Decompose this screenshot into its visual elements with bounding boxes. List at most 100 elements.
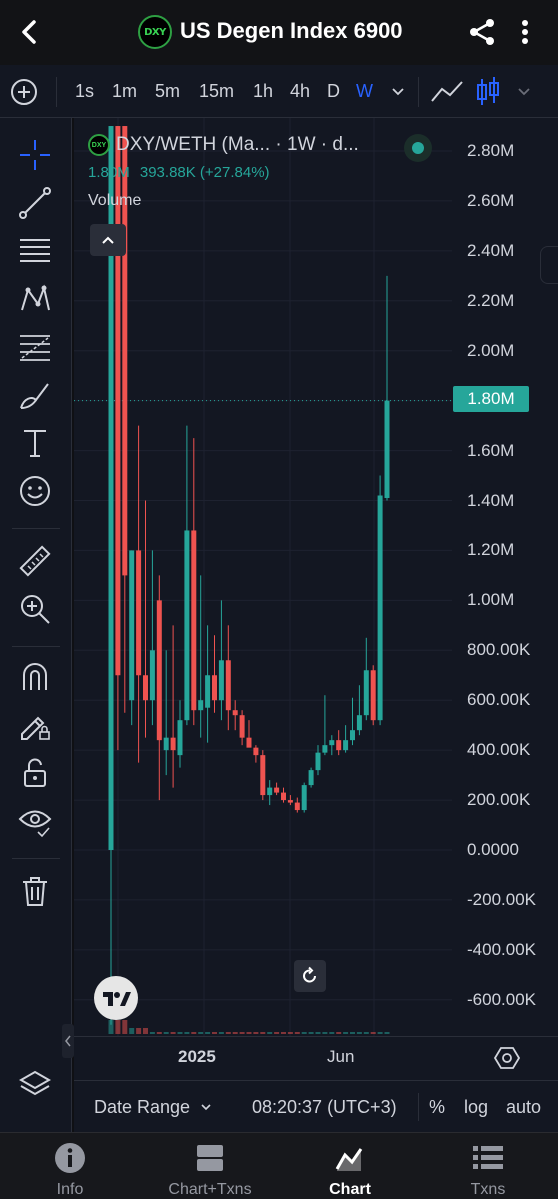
price-chart[interactable]: DXY DXY/WETH (Ma... · 1W · d... 1.80M 39… [74,118,558,1132]
volume-bar [191,1032,197,1034]
candle-body [315,752,321,771]
interval-toolbar: 1s 1m 5m 15m 1h 4h D W [0,65,558,118]
price-axis-label: 0.0000 [467,840,519,859]
unlock-icon[interactable] [16,754,54,792]
legend-symbol[interactable]: DXY/WETH (Ma... · 1W · d... [116,134,359,155]
share-icon[interactable] [466,16,498,48]
chevron-down-icon[interactable] [198,1099,214,1115]
magnet-icon[interactable] [16,658,54,696]
candle-body [177,720,183,756]
toolbar-collapse-handle[interactable] [62,1024,74,1058]
interval-5m[interactable]: 5m [155,81,181,101]
interval-1h[interactable]: 1h [253,81,274,101]
volume-bar [149,1032,155,1034]
lock-drawing-icon[interactable] [16,706,54,744]
emoji-icon[interactable] [16,472,54,510]
eye-icon[interactable] [16,802,54,840]
candle-body [363,670,369,716]
pattern-icon[interactable] [16,280,54,318]
volume-bar [384,1032,390,1034]
volume-bar [308,1032,314,1034]
candle-body [343,740,349,751]
back-arrow-icon[interactable] [12,14,48,50]
crosshair-icon[interactable] [16,136,54,174]
trash-icon[interactable] [16,872,54,910]
reset-chart-icon[interactable] [294,960,326,992]
volume-bar [136,1028,142,1034]
price-axis-label: 2.40M [467,240,515,260]
candlestick-chart-icon[interactable] [476,75,500,109]
trend-line-icon[interactable] [16,184,54,222]
price-axis-label: -200.00K [467,889,536,909]
candlestick-plot[interactable] [74,118,558,1036]
chevron-up-icon[interactable] [90,224,126,256]
volume-bar [198,1032,204,1034]
volume-bar [225,1032,231,1034]
time-axis[interactable]: 2025 Jun [74,1036,558,1080]
price-axis-handle[interactable] [540,246,558,284]
price-axis-label: 2.80M [467,141,515,160]
volume-bar [315,1032,321,1034]
candle-body [336,740,342,751]
candle-body [377,495,383,721]
percent-scale-toggle[interactable]: % [429,1097,446,1117]
nav-item-info[interactable]: Info [0,1133,140,1199]
candle-body [156,600,162,741]
nav-item-chart[interactable]: Chart [280,1133,420,1199]
date-range-button[interactable]: Date Range [94,1097,191,1117]
log-scale-toggle[interactable]: log [464,1097,489,1117]
volume-bar [294,1032,300,1034]
price-axis-label: -600.00K [467,989,536,1009]
layers-icon[interactable] [16,1066,54,1104]
date-range-bar: Date Range 08:20:37 (UTC+3) % log auto [74,1080,558,1132]
token-logo: DXY [138,15,172,49]
interval-w[interactable]: W [356,81,373,101]
tradingview-logo-icon[interactable] [94,976,138,1020]
text-icon[interactable] [16,424,54,462]
top-app-bar: DXY US Degen Index 6900 [0,0,558,65]
volume-bar [212,1032,217,1034]
ruler-icon[interactable] [16,542,54,580]
fib-retracement-icon[interactable] [16,328,54,366]
legend-volume[interactable]: Volume [88,192,142,209]
candle-body [149,650,155,701]
chart-settings-icon[interactable] [493,1045,521,1071]
legend-logo-text: DXY [91,141,107,149]
divider [418,1093,419,1121]
volume-bar [274,1032,280,1034]
nav-label-chart-txns: Chart+Txns [168,1181,252,1198]
candle-body [136,550,142,676]
candle-body [370,670,376,721]
interval-15m[interactable]: 15m [199,81,235,101]
nav-label-chart: Chart [329,1181,371,1198]
chevron-down-icon[interactable] [514,81,534,101]
chevron-down-icon[interactable] [388,81,408,101]
volume-bar [253,1032,259,1034]
line-chart-icon[interactable] [430,79,464,105]
candle-body [170,737,176,751]
interval-4h[interactable]: 4h [290,81,311,101]
zoom-in-icon[interactable] [16,590,54,628]
interval-1s[interactable]: 1s [75,81,95,101]
nav-item-chart-txns[interactable]: Chart+Txns [140,1133,280,1199]
volume-bar [115,1020,121,1034]
horizontal-lines-icon[interactable] [16,232,54,270]
volume-bar [177,1032,183,1034]
candle-body [301,785,307,811]
more-vertical-icon[interactable] [514,16,536,48]
info-icon [53,1143,87,1173]
timezone-clock[interactable]: 08:20:37 (UTC+3) [252,1097,397,1117]
volume-bar [287,1032,293,1034]
candle-body [191,530,197,711]
volume-bar [350,1032,355,1034]
brush-icon[interactable] [16,376,54,414]
interval-1m[interactable]: 1m [112,81,138,101]
add-indicator-icon[interactable] [10,78,38,106]
toolbar-divider [12,858,60,859]
volume-bar [260,1032,266,1034]
interval-d[interactable]: D [327,81,340,101]
volume-bar [239,1032,245,1034]
price-axis-label: 800.00K [467,640,531,660]
auto-scale-toggle[interactable]: auto [506,1097,542,1117]
nav-item-txns[interactable]: Txns [418,1133,558,1199]
